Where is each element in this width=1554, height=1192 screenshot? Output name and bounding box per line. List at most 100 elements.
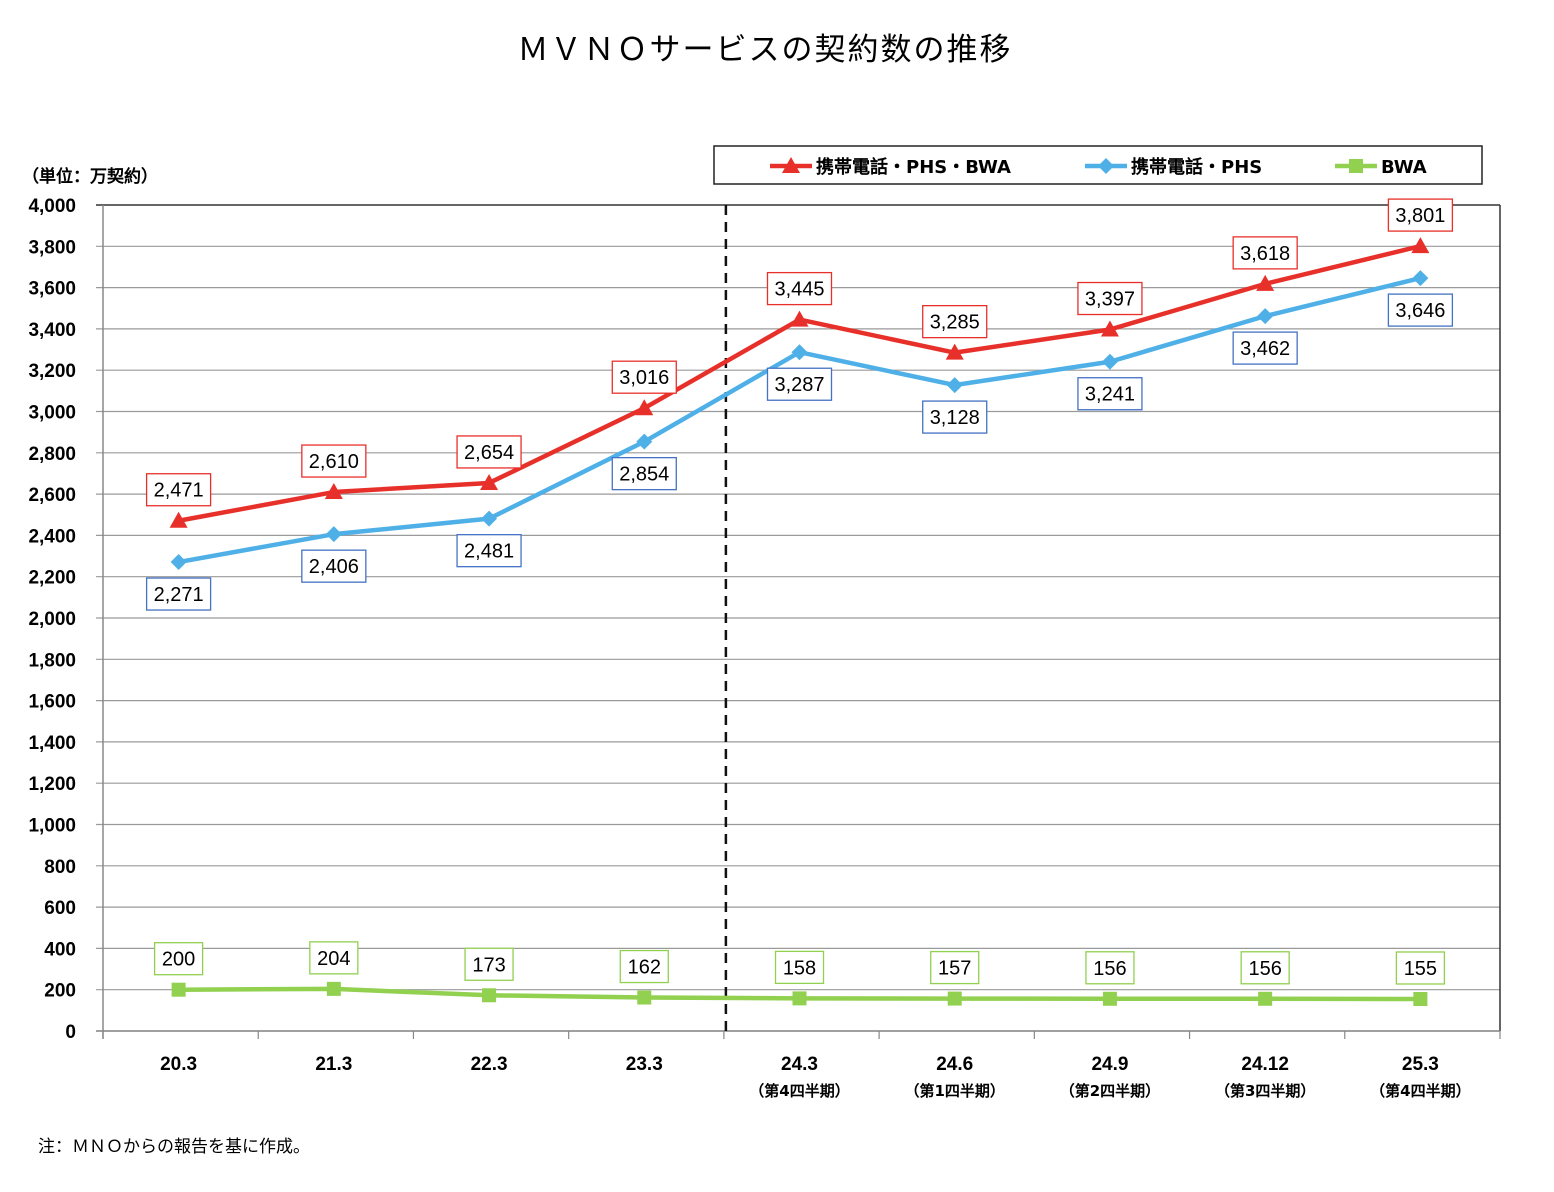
square-marker [637, 990, 652, 1005]
data-label-box [1240, 951, 1290, 985]
data-label-box [930, 950, 980, 985]
x-tick-label: 22.3 [471, 1054, 508, 1075]
data-label-box [456, 534, 522, 568]
data-label: 2,610 [309, 451, 359, 473]
x-tick-sublabel: （第2四半期） [1060, 1082, 1160, 1100]
gridlines [96, 204, 1500, 1032]
data-label: 3,801 [1395, 205, 1445, 227]
triangle-marker [480, 473, 499, 490]
y-tick-label: 2,000 [28, 609, 76, 630]
diamond-marker [1098, 158, 1114, 174]
x-tick-sublabel: （第1四半期） [904, 1082, 1004, 1100]
x-tick-label: 25.3 [1402, 1054, 1439, 1075]
data-label-box [145, 577, 212, 611]
data-label-box [301, 444, 367, 478]
diamond-marker [946, 377, 963, 394]
data-label-box [1387, 198, 1454, 232]
x-tick-sublabel: （第3四半期） [1215, 1082, 1315, 1100]
data-label: 3,287 [774, 374, 824, 396]
triangle-marker [1100, 320, 1119, 337]
y-tick-label: 3,600 [28, 279, 76, 300]
diamond-marker [636, 433, 653, 450]
data-label: 204 [317, 948, 350, 970]
data-label: 3,445 [774, 279, 824, 301]
data-label-box [922, 400, 988, 434]
y-tick-label: 800 [44, 857, 76, 878]
y-tick-label: 200 [44, 981, 76, 1002]
data-label: 2,471 [154, 480, 204, 502]
y-tick-label: 0 [65, 1022, 76, 1043]
chart-title: ＭＶＮＯサービスの契約数の推移 [518, 32, 1013, 68]
y-tick-label: 1,600 [28, 692, 76, 713]
legend-label: BWA [1381, 157, 1427, 178]
data-label: 3,241 [1085, 384, 1135, 406]
data-labels: 2,471 2,610 2,654 3,016 3,445 3,285 3,397 3,618… [145, 198, 1454, 985]
data-label-box [611, 456, 677, 491]
diamond-marker [170, 554, 187, 571]
data-label-box [145, 473, 212, 507]
square-marker [1413, 991, 1428, 1006]
data-label: 156 [1248, 958, 1281, 980]
y-tick-label: 3,200 [28, 361, 76, 382]
diamond-marker [791, 344, 808, 361]
data-label: 2,654 [464, 442, 514, 464]
triangle-marker [945, 343, 964, 360]
square-marker [482, 988, 497, 1003]
data-label: 3,462 [1240, 338, 1290, 360]
square-marker [326, 981, 341, 996]
triangle-marker [1256, 274, 1275, 291]
x-tick-label: 24.9 [1091, 1054, 1128, 1075]
triangle-marker [324, 483, 343, 500]
data-label: 3,128 [930, 407, 980, 429]
data-label: 162 [628, 957, 661, 979]
y-tick-label: 1,200 [28, 774, 76, 795]
data-label-box [1085, 951, 1135, 985]
data-label-box [1232, 236, 1298, 270]
data-label-box [766, 271, 833, 306]
x-tick-label: 21.3 [315, 1054, 352, 1075]
data-label-box [1077, 281, 1143, 316]
data-label: 200 [162, 949, 195, 971]
data-label-box [153, 942, 204, 976]
footnote: 注：ＭＮＯからの報告を基に作成。 [38, 1137, 310, 1157]
triangle-marker [782, 157, 800, 173]
data-label-box [1077, 377, 1143, 411]
data-label-box [619, 949, 669, 984]
data-label: 3,618 [1240, 243, 1290, 265]
data-label-box [774, 950, 825, 985]
y-tick-label: 2,400 [28, 526, 76, 547]
data-label: 155 [1404, 958, 1437, 980]
y-tick-label: 1,800 [28, 650, 76, 671]
y-tick-label: 3,000 [28, 403, 76, 424]
triangle-marker [790, 310, 809, 327]
data-label-box [301, 549, 367, 583]
y-tick-label: 1,400 [28, 733, 76, 754]
triangle-marker [1411, 237, 1430, 254]
y-tick-label: 1,000 [28, 816, 76, 837]
square-marker [792, 991, 807, 1006]
data-label-box [1387, 293, 1454, 327]
diamond-marker [1412, 270, 1429, 287]
y-tick-label: 600 [44, 898, 76, 919]
diamond-marker [1101, 353, 1118, 370]
y-tick-label: 400 [44, 939, 76, 960]
data-label: 3,285 [930, 312, 980, 334]
axes: 0 200 400 600 800 1,000 1,200 1,400 1,600 1,800 2,… [28, 196, 1501, 1100]
data-label: 2,271 [154, 584, 204, 606]
square-marker [171, 982, 186, 997]
triangle-marker [169, 511, 188, 528]
square-marker [1258, 991, 1273, 1006]
square-marker [947, 991, 962, 1006]
diamond-marker [325, 526, 342, 543]
triangle-marker [635, 399, 654, 416]
y-tick-label: 2,800 [28, 444, 76, 465]
data-label-box [1232, 331, 1298, 365]
x-tick-label: 24.12 [1241, 1054, 1289, 1075]
data-label: 156 [1093, 958, 1126, 980]
data-label: 2,406 [309, 556, 359, 578]
data-label: 3,016 [619, 367, 669, 389]
data-label: 2,481 [464, 541, 514, 563]
x-tick-label: 24.3 [781, 1054, 818, 1075]
data-label-box [611, 360, 677, 394]
